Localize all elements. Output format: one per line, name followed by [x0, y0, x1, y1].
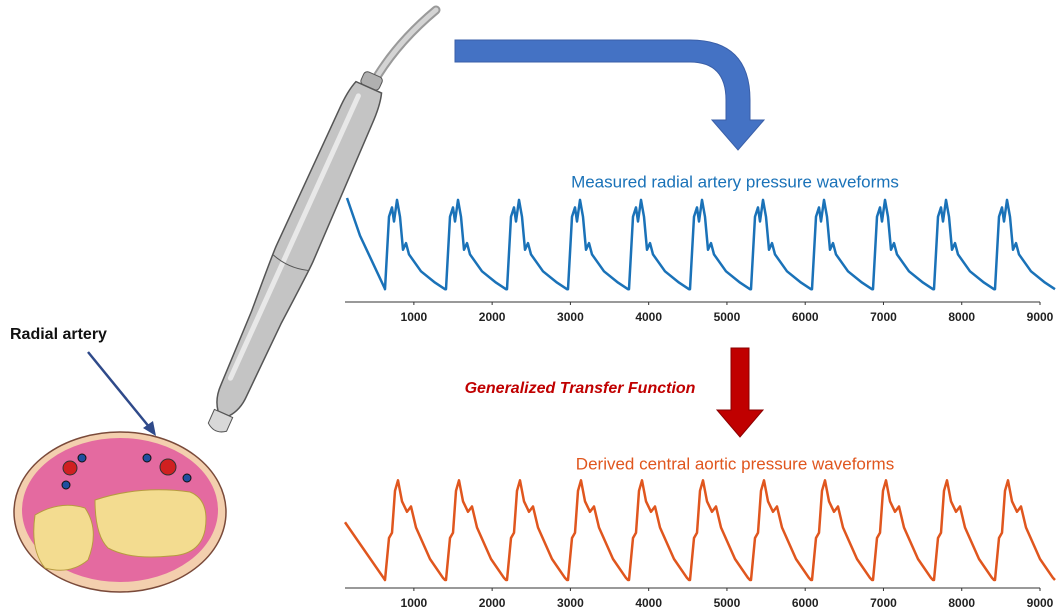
- x-tick-label: 5000: [714, 596, 741, 610]
- wrist-section: [13, 431, 227, 593]
- x-tick-label: 6000: [792, 310, 819, 324]
- x-tick-label: 3000: [557, 596, 584, 610]
- x-tick-label: 4000: [635, 596, 662, 610]
- probe: [207, 71, 383, 433]
- x-tick-label: 8000: [948, 310, 975, 324]
- artery-pointer-head: [143, 421, 156, 436]
- x-tick-label: 7000: [870, 310, 897, 324]
- x-tick-label: 4000: [635, 310, 662, 324]
- x-tick-label: 9000: [1027, 596, 1054, 610]
- x-tick-label: 3000: [557, 310, 584, 324]
- transfer-label: Generalized Transfer Function: [465, 380, 696, 397]
- x-tick-label: 9000: [1027, 310, 1054, 324]
- x-tick-label: 1000: [401, 310, 428, 324]
- transfer-arrow: [715, 347, 765, 438]
- x-tick-label: 2000: [479, 310, 506, 324]
- x-tick-label: 8000: [948, 596, 975, 610]
- waveform-illustration: [345, 197, 1056, 291]
- x-tick-label: 7000: [870, 596, 897, 610]
- x-tick-label: 5000: [714, 310, 741, 324]
- artery-label: Radial artery: [10, 326, 107, 343]
- x-tick-label: 2000: [479, 596, 506, 610]
- x-tick-label: 6000: [792, 596, 819, 610]
- probe-cable-highlight: [375, 7, 439, 78]
- flow-arrow: [454, 39, 766, 151]
- chart-title: Measured radial artery pressure waveform…: [571, 172, 899, 191]
- chart-title: Derived central aortic pressure waveform…: [576, 454, 894, 473]
- x-tick-label: 1000: [401, 596, 428, 610]
- artery-pointer: [87, 351, 151, 429]
- waveform-illustration: [343, 479, 1056, 582]
